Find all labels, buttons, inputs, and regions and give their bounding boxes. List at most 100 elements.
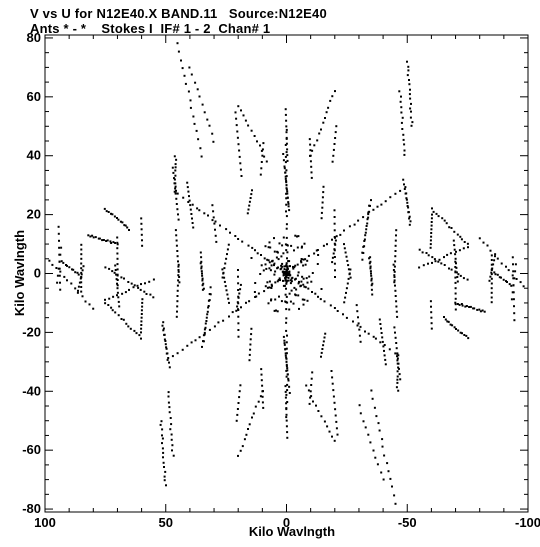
uv-point (193, 122, 196, 125)
uv-point (275, 309, 277, 312)
uv-point (203, 111, 206, 114)
uv-point (208, 299, 211, 302)
uv-point (237, 269, 239, 271)
uv-point (396, 352, 399, 355)
uv-point (430, 311, 433, 314)
uv-point (107, 211, 110, 213)
uv-point (287, 276, 290, 279)
uv-point (494, 255, 496, 258)
uv-point (311, 149, 314, 152)
uv-point (226, 248, 229, 251)
uv-point (286, 367, 289, 370)
uv-point (286, 334, 288, 337)
uv-point (206, 310, 209, 313)
uv-point (202, 282, 205, 285)
uv-point (226, 293, 229, 296)
uv-point (284, 171, 287, 174)
uv-point (395, 347, 398, 350)
uv-point (286, 301, 289, 304)
uv-point (315, 249, 318, 252)
uv-point (294, 234, 297, 237)
uv-point (237, 275, 239, 278)
uv-point (394, 244, 397, 247)
uv-point (285, 425, 288, 428)
uv-point (282, 272, 285, 275)
uv-point (116, 243, 119, 246)
uv-point (234, 235, 237, 237)
uv-point (58, 274, 61, 277)
uv-point (323, 336, 326, 339)
uv-point (454, 281, 457, 284)
uv-point (483, 310, 486, 313)
uv-point (357, 316, 359, 319)
uv-point (454, 266, 457, 268)
uv-point (465, 334, 468, 337)
uv-point (403, 183, 405, 186)
uv-point (254, 405, 257, 408)
uv-point (215, 240, 218, 243)
uv-point (409, 97, 412, 100)
uv-point (174, 182, 177, 185)
uv-point (394, 352, 397, 355)
uv-point (259, 173, 262, 176)
uv-point (303, 242, 306, 245)
uv-point (379, 341, 382, 344)
uv-point (304, 286, 307, 289)
uv-point (211, 204, 214, 207)
uv-point (249, 348, 252, 351)
uv-point (235, 117, 238, 120)
uv-point (384, 200, 387, 203)
uv-point (316, 263, 319, 265)
uv-point (177, 260, 179, 263)
uv-point (507, 269, 510, 272)
uv-point (227, 243, 230, 246)
uv-point (519, 281, 522, 284)
uv-point (500, 262, 503, 265)
uv-point (268, 261, 271, 264)
uv-point (407, 65, 410, 68)
uv-point (333, 248, 336, 251)
uv-point (264, 263, 267, 266)
uv-point (372, 208, 375, 211)
uv-point (129, 327, 132, 330)
uv-point (398, 373, 401, 376)
uv-point (472, 307, 475, 310)
uv-point (297, 294, 300, 297)
uv-point (51, 263, 54, 266)
uv-point (237, 282, 240, 285)
uv-point (407, 206, 410, 209)
uv-point (448, 226, 451, 229)
uv-point (285, 365, 288, 368)
uv-point (300, 261, 303, 264)
uv-point (377, 422, 380, 425)
uv-point (454, 292, 457, 295)
uv-point (363, 240, 366, 242)
uv-point (288, 272, 291, 275)
uv-point (287, 379, 290, 382)
uv-point (114, 311, 117, 314)
uv-point (410, 124, 413, 127)
uv-point (396, 370, 399, 373)
uv-point (289, 282, 292, 285)
uv-point (188, 66, 191, 69)
uv-point (496, 257, 499, 260)
uv-point (284, 300, 287, 303)
uv-point (333, 249, 336, 252)
uv-point (270, 287, 273, 289)
uv-point (248, 359, 251, 362)
uv-point (170, 423, 173, 426)
uv-point (123, 224, 126, 227)
uv-point (490, 254, 493, 257)
uv-point (181, 67, 184, 70)
uv-point (117, 300, 120, 303)
uv-point (223, 267, 226, 270)
uv-point (203, 331, 206, 334)
uv-point (397, 366, 400, 369)
uv-point (116, 294, 118, 297)
uv-point (311, 371, 314, 374)
uv-point (331, 238, 333, 241)
uv-point (283, 265, 286, 268)
uv-point (102, 239, 105, 241)
uv-point (343, 243, 345, 246)
uv-point (394, 250, 397, 252)
